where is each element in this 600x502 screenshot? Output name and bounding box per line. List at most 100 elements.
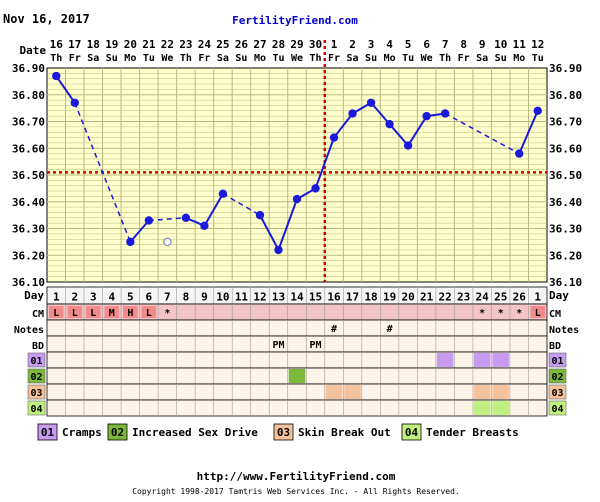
legend-label: Skin Break Out bbox=[298, 426, 391, 439]
temp-point bbox=[329, 133, 339, 142]
cycle-day-label: 21 bbox=[420, 291, 434, 304]
y-tick-label: 36.60 bbox=[12, 142, 45, 155]
y-tick-label-right: 36.20 bbox=[549, 249, 582, 262]
cm-value: * bbox=[516, 308, 522, 319]
cm-value: * bbox=[498, 308, 504, 319]
cycle-day-label: 14 bbox=[290, 291, 304, 304]
weekday-label: Th bbox=[309, 53, 321, 64]
weekday-label: Fr bbox=[328, 53, 340, 64]
cm-value: L bbox=[53, 308, 59, 319]
symptom-code-box-right bbox=[548, 384, 567, 400]
temp-point bbox=[292, 194, 302, 204]
cycle-day-label: 12 bbox=[253, 291, 266, 304]
date-label: 23 bbox=[179, 38, 192, 51]
cm-cell bbox=[49, 306, 64, 318]
weekday-label: Mo bbox=[254, 53, 266, 64]
symptom-code-right: 01 bbox=[551, 356, 563, 367]
temp-segment bbox=[55, 75, 76, 104]
date-label: 27 bbox=[253, 38, 266, 51]
date-label: 18 bbox=[87, 38, 100, 51]
date-label: 28 bbox=[272, 38, 285, 51]
date-label: 10 bbox=[494, 38, 507, 51]
temp-point bbox=[200, 221, 209, 231]
temp-segment bbox=[518, 110, 539, 154]
date-label: 19 bbox=[105, 38, 118, 51]
legend-label: Increased Sex Drive bbox=[132, 426, 258, 439]
weekday-label: Th bbox=[50, 53, 62, 64]
temp-segment bbox=[333, 112, 354, 139]
legend-code: 02 bbox=[111, 426, 124, 439]
cycle-day-label: 26 bbox=[513, 291, 527, 304]
date-label: 1 bbox=[331, 38, 338, 51]
y-tick-label: 36.10 bbox=[12, 276, 45, 289]
date-label: 6 bbox=[423, 38, 430, 51]
cm-cell bbox=[123, 306, 138, 318]
weekday-label: Su bbox=[235, 53, 247, 64]
date-label: 8 bbox=[460, 38, 467, 51]
symptom-cell-03 bbox=[325, 385, 343, 399]
symptom-code-box-right bbox=[548, 352, 567, 368]
date-axis: 16Th17Fr18Sa19Su20Mo21Tu22We23Th24Fr25Sa… bbox=[50, 38, 545, 64]
temp-point bbox=[515, 149, 524, 158]
y-tick-label-right: 36.50 bbox=[549, 169, 582, 182]
y-tick-label-right: 36.10 bbox=[549, 276, 582, 289]
cycle-day-label: 17 bbox=[346, 291, 359, 304]
temp-segment bbox=[277, 198, 298, 251]
notes-value: # bbox=[387, 324, 393, 335]
temp-segment bbox=[407, 115, 428, 147]
temp-point bbox=[533, 106, 542, 116]
weekday-label: We bbox=[291, 53, 303, 64]
date-label: 7 bbox=[442, 38, 449, 51]
cycle-day-label: 1 bbox=[53, 291, 60, 304]
y-tick-label: 36.80 bbox=[12, 89, 45, 102]
temp-point bbox=[255, 210, 265, 220]
symptom-code-box-right bbox=[548, 368, 567, 384]
y-tick-label: 36.50 bbox=[12, 169, 45, 182]
cm-value: M bbox=[109, 308, 115, 319]
y-tick-label: 36.40 bbox=[12, 196, 45, 209]
temperature-plot bbox=[46, 40, 548, 283]
date-label: 2 bbox=[349, 38, 356, 51]
bd-row-label-right: BD bbox=[549, 341, 561, 352]
weekday-label: Su bbox=[106, 53, 118, 64]
y-tick-label-right: 36.40 bbox=[549, 196, 582, 209]
bd-value: PM bbox=[309, 340, 321, 351]
temp-point bbox=[440, 109, 450, 118]
legend-label: Tender Breasts bbox=[426, 426, 519, 439]
temp-segment bbox=[314, 137, 335, 189]
row-notes bbox=[46, 319, 548, 337]
date-label: 16 bbox=[50, 38, 64, 51]
symptom-code-right: 02 bbox=[551, 372, 563, 383]
cm-cell bbox=[141, 306, 157, 318]
weekday-label: Tu bbox=[272, 53, 284, 64]
weekday-label: Fr bbox=[458, 53, 470, 64]
cm-value: * bbox=[164, 308, 170, 319]
weekday-label: We bbox=[161, 53, 173, 64]
temp-segment bbox=[74, 102, 132, 243]
temp-point bbox=[366, 98, 376, 107]
y-tick-label: 36.20 bbox=[12, 249, 45, 262]
cm-value: L bbox=[146, 308, 152, 319]
date-label: 25 bbox=[216, 38, 229, 51]
cm-row-label-right: CM bbox=[549, 309, 561, 320]
weekday-label: Su bbox=[495, 53, 507, 64]
date-label: 12 bbox=[531, 38, 544, 51]
weekday-label: Su bbox=[365, 53, 377, 64]
cycle-day-label: 25 bbox=[494, 291, 507, 304]
cycle-day-label: 2 bbox=[71, 291, 78, 304]
symptom-code: 01 bbox=[30, 356, 42, 367]
day-row-label: Day bbox=[24, 289, 44, 302]
y-tick-label: 36.70 bbox=[12, 116, 45, 129]
weekday-label: Th bbox=[439, 53, 451, 64]
cycle-day-label: 23 bbox=[457, 291, 470, 304]
symptom-code-right: 03 bbox=[551, 388, 563, 399]
date-label: 17 bbox=[68, 38, 81, 51]
cycle-day-label: 13 bbox=[272, 291, 285, 304]
date-label: 22 bbox=[161, 38, 174, 51]
date-label: 4 bbox=[386, 38, 393, 51]
temp-point-discarded bbox=[163, 237, 172, 247]
cm-cell bbox=[67, 306, 83, 318]
date-label: 29 bbox=[290, 38, 303, 51]
cycle-day-label: 18 bbox=[364, 291, 377, 304]
bd-value: PM bbox=[272, 340, 284, 351]
